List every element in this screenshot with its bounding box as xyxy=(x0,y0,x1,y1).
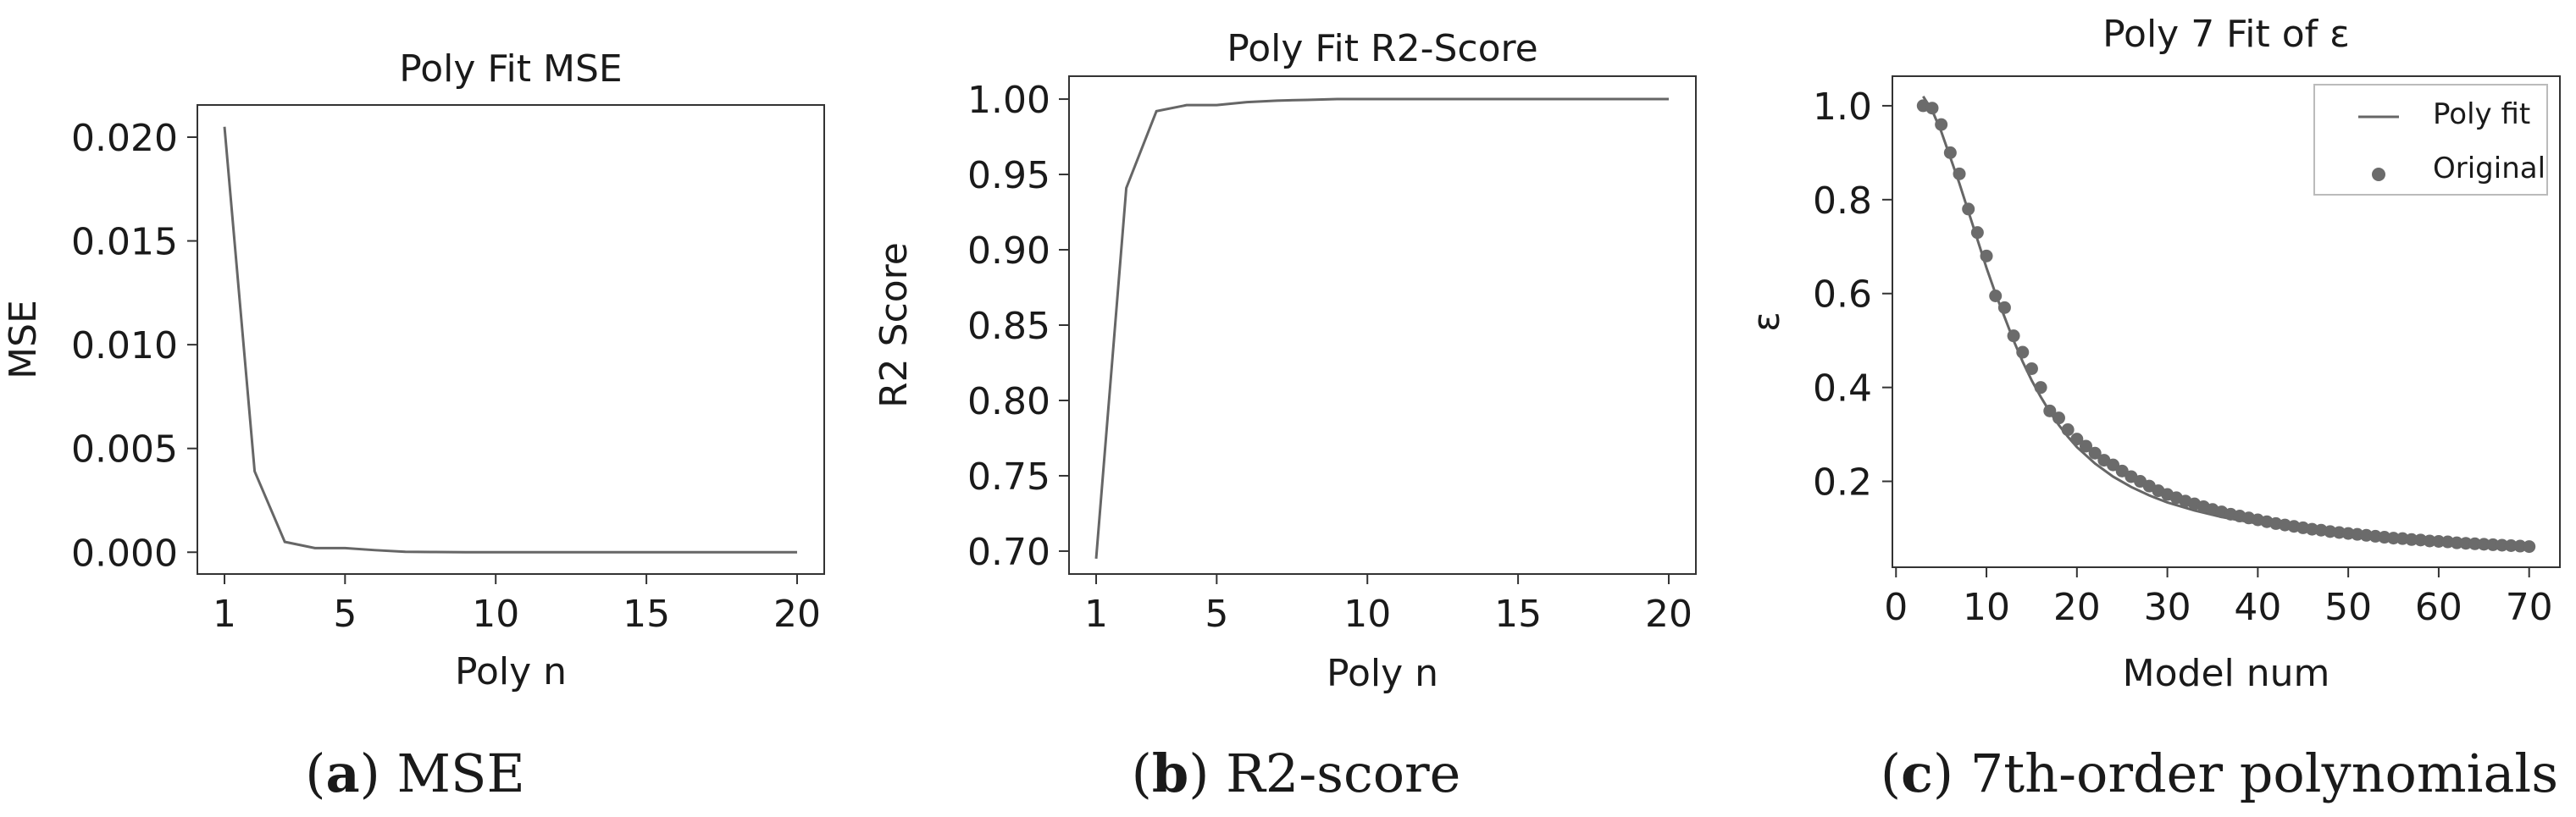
data-point xyxy=(1935,118,1948,131)
series-line xyxy=(1094,97,1669,559)
data-point xyxy=(2034,381,2047,395)
y-tick-label: 0.70 xyxy=(967,531,1050,574)
data-point xyxy=(1997,301,2011,314)
x-tick-label: 10 xyxy=(1963,586,2010,629)
y-tick-label: 0.75 xyxy=(967,455,1050,499)
y-tick-label: 0.4 xyxy=(1813,367,1872,411)
data-point xyxy=(2115,464,2129,478)
x-tick-label: 15 xyxy=(1494,593,1542,636)
data-point xyxy=(2496,538,2509,552)
plot-frame xyxy=(1892,75,2561,568)
x-tick-label: 5 xyxy=(1205,593,1228,636)
data-point xyxy=(1925,102,1939,115)
x-tick-label: 1 xyxy=(1084,593,1108,636)
y-tick-label: 0.6 xyxy=(1813,273,1872,317)
data-point xyxy=(2513,539,2527,553)
legend-label: Poly fit xyxy=(2433,97,2530,131)
y-tick-label: 0.020 xyxy=(71,117,178,160)
data-point xyxy=(2387,532,2401,545)
legend-box xyxy=(2313,84,2548,196)
data-point xyxy=(2016,345,2030,359)
data-point xyxy=(2450,536,2463,549)
x-tick-label: 20 xyxy=(773,593,821,636)
data-point xyxy=(1989,290,2003,303)
data-point xyxy=(2070,433,2084,446)
data-point xyxy=(2486,538,2500,551)
data-point xyxy=(2468,537,2482,550)
y-axis-label: ε xyxy=(1745,312,1788,332)
y-tick-label: 1.0 xyxy=(1813,86,1872,129)
legend-label: Original xyxy=(2433,152,2546,185)
y-tick-label: 1.00 xyxy=(967,79,1050,122)
chart-title: Poly Fit R2-Score xyxy=(1227,27,1537,70)
x-tick-label: 30 xyxy=(2144,586,2191,629)
data-point xyxy=(2052,411,2065,425)
y-axis-label: R2 Score xyxy=(873,242,916,408)
plot-frame xyxy=(197,104,825,575)
data-point xyxy=(2107,458,2120,472)
data-point xyxy=(2504,538,2518,552)
data-point xyxy=(2459,537,2473,550)
data-point xyxy=(2405,533,2418,546)
x-tick-label: 50 xyxy=(2324,586,2372,629)
series-line xyxy=(223,126,797,554)
data-point xyxy=(2061,423,2075,437)
y-axis-label: MSE xyxy=(2,300,45,379)
chart-panel-3: Poly 7 Fit of ε 0 10 20 30 40 50 60 70 0.2 0.4 0.6 0… xyxy=(1745,13,2561,804)
data-point xyxy=(1970,226,1984,240)
x-tick-label: 10 xyxy=(472,593,519,636)
data-point xyxy=(2043,404,2057,417)
y-tick-label: 0.8 xyxy=(1813,179,1872,223)
x-tick-label: 15 xyxy=(623,593,670,636)
x-axis-label: Poly n xyxy=(455,650,567,693)
y-tick-label: 0.015 xyxy=(71,221,178,264)
y-tick-label: 0.85 xyxy=(967,305,1050,348)
x-tick-label: 5 xyxy=(333,593,357,636)
x-axis-label: Poly n xyxy=(1327,652,1438,695)
subfigure-caption: (b) R2-score xyxy=(1132,742,1461,804)
data-point xyxy=(2088,446,2102,460)
chart-title: Poly 7 Fit of ε xyxy=(2102,13,2350,56)
data-point xyxy=(2423,534,2436,548)
legend: Poly fit Original xyxy=(2313,84,2548,196)
data-point xyxy=(1943,146,1957,159)
x-tick-label: 20 xyxy=(1645,593,1692,636)
plot-frame xyxy=(1068,75,1697,575)
x-tick-label: 70 xyxy=(2506,586,2553,629)
y-tick-label: 0.2 xyxy=(1813,461,1872,505)
legend-swatch-marker xyxy=(2372,168,2385,181)
y-tick-label: 0.90 xyxy=(967,229,1050,273)
x-tick-label: 20 xyxy=(2053,586,2101,629)
x-tick-label: 10 xyxy=(1343,593,1391,636)
y-tick-label: 0.80 xyxy=(967,380,1050,423)
y-tick-label: 0.000 xyxy=(71,532,178,575)
data-point xyxy=(2523,540,2536,554)
x-tick-label: 40 xyxy=(2234,586,2281,629)
chart-title: Poly Fit MSE xyxy=(399,47,622,91)
y-tick-label: 0.005 xyxy=(71,428,178,472)
data-point xyxy=(2432,535,2446,549)
data-point xyxy=(1980,249,1993,262)
data-point xyxy=(2079,439,2092,453)
data-point xyxy=(2025,362,2038,375)
data-point xyxy=(2477,538,2490,551)
x-tick-label: 0 xyxy=(1884,586,1908,629)
data-point xyxy=(2007,329,2020,343)
subfigure-caption: (c) 7th-order polynomials xyxy=(1881,742,2558,804)
x-tick-label: 60 xyxy=(2415,586,2462,629)
x-tick-label: 1 xyxy=(213,593,236,636)
data-point xyxy=(1962,202,1975,216)
subfigure-caption: (a) MSE xyxy=(305,742,525,804)
y-tick-label: 0.95 xyxy=(967,154,1050,197)
y-tick-label: 0.010 xyxy=(71,324,178,367)
x-axis-label: Model num xyxy=(2123,652,2330,695)
data-point xyxy=(1953,167,1966,180)
